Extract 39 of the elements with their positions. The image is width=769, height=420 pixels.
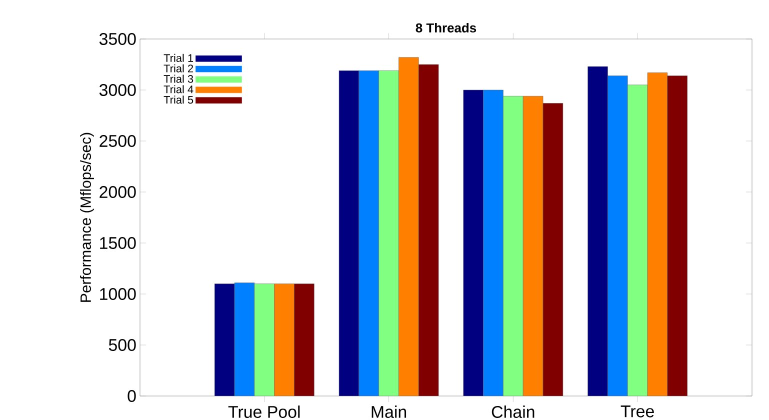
- y-tick-label: 3500: [99, 33, 136, 45]
- y-tick-label: 3000: [99, 84, 136, 96]
- legend-label: Trial 2: [164, 64, 194, 72]
- legend-label: Trial 1: [164, 54, 194, 62]
- y-tick-label: 1500: [100, 237, 136, 249]
- bar: [274, 284, 294, 396]
- x-tick-label: Tree: [620, 406, 654, 418]
- bar: [627, 84, 648, 396]
- x-tick-label: True Pool: [228, 406, 300, 418]
- y-tick-label: 2000: [100, 186, 136, 198]
- chart-title: 8 Threads: [416, 22, 476, 32]
- bar: [503, 96, 524, 396]
- bar: [214, 284, 235, 396]
- bar: [608, 76, 628, 396]
- y-tick-label: 2500: [100, 135, 136, 147]
- y-axis-title: Performance (Mflops/sec): [80, 132, 94, 302]
- bar: [294, 284, 314, 396]
- bar: [543, 103, 563, 396]
- bar: [234, 282, 254, 396]
- x-tick-label: Chain: [492, 406, 534, 418]
- bar: [523, 96, 544, 396]
- x-tick-label: Main: [372, 406, 406, 418]
- bar: [418, 64, 439, 396]
- y-tick-label: 0: [128, 390, 136, 402]
- y-tick-label: 1000: [100, 288, 136, 300]
- bar: [358, 70, 379, 396]
- legend-label: Trial 4: [164, 85, 194, 94]
- y-tick-label: 500: [108, 339, 136, 351]
- legend-label: Trial 5: [164, 96, 194, 104]
- bar: [588, 66, 608, 396]
- bar: [647, 72, 668, 396]
- bar: [378, 70, 399, 396]
- legend-label: Trial 3: [164, 74, 194, 83]
- bar: [254, 284, 274, 396]
- bar: [483, 90, 504, 396]
- bar: [339, 70, 359, 396]
- bar: [667, 76, 688, 396]
- bar: [463, 90, 484, 396]
- bar: [398, 57, 419, 396]
